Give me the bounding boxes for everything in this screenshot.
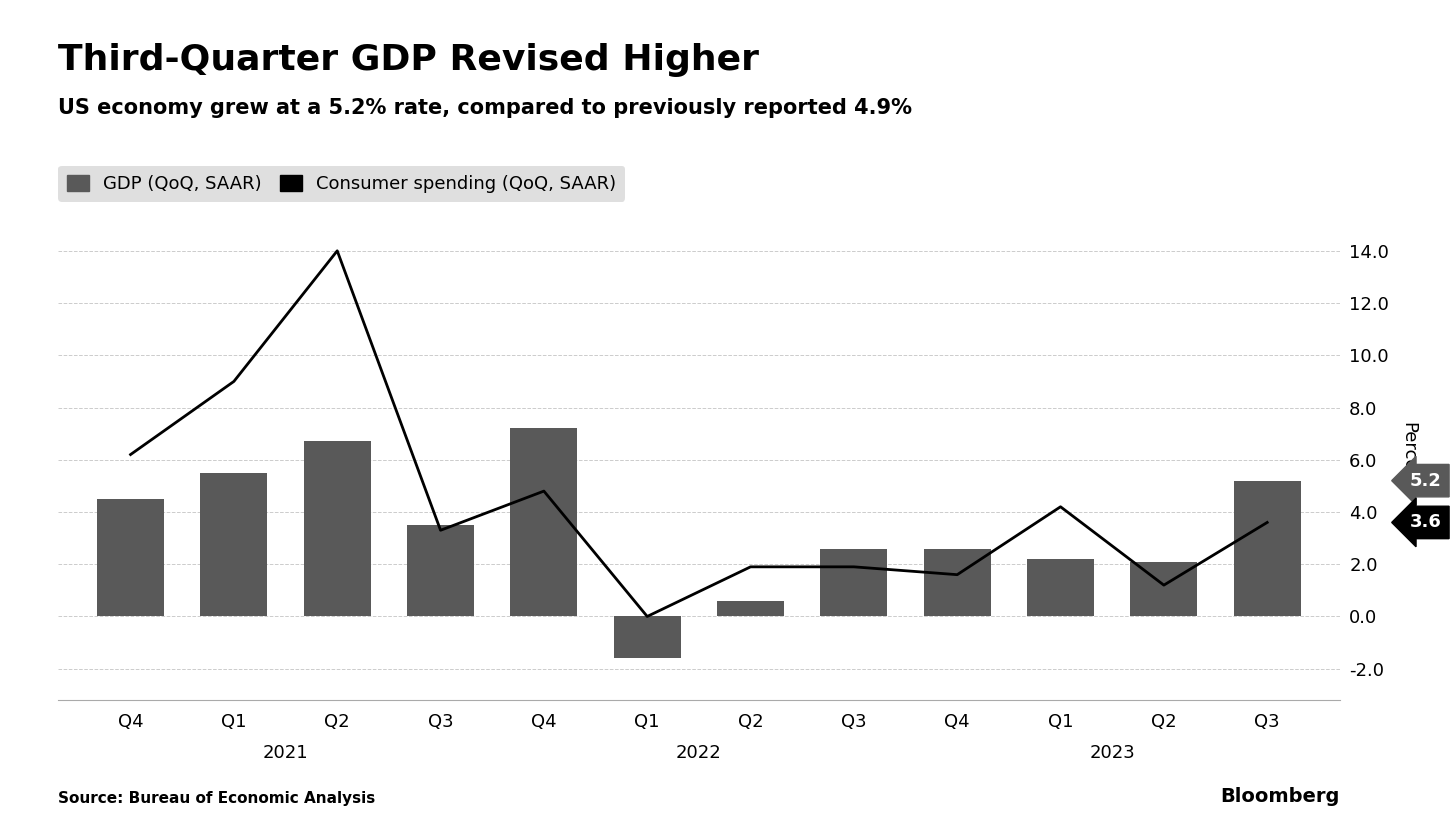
Text: 2021: 2021 [262,745,309,763]
Text: 5.2: 5.2 [1409,471,1441,490]
Text: 2022: 2022 [676,745,722,763]
Bar [1130,562,1197,616]
Bar [1233,480,1300,616]
Bar [408,525,475,616]
Bar [510,428,578,616]
Bar [98,499,165,616]
Bar [304,441,371,616]
Text: 3.6: 3.6 [1409,514,1441,532]
Text: Source: Bureau of Economic Analysis: Source: Bureau of Economic Analysis [58,791,376,806]
Bar [820,549,888,616]
Text: Bloomberg: Bloomberg [1220,787,1340,806]
Bar [716,601,785,616]
Y-axis label: Percent: Percent [1399,422,1417,490]
Text: Third-Quarter GDP Revised Higher: Third-Quarter GDP Revised Higher [58,43,759,77]
Bar [1026,559,1093,616]
Bar [613,616,681,659]
Bar [923,549,990,616]
Bar [201,473,268,616]
Text: US economy grew at a 5.2% rate, compared to previously reported 4.9%: US economy grew at a 5.2% rate, compared… [58,98,913,118]
Legend: GDP (QoQ, SAAR), Consumer spending (QoQ, SAAR): GDP (QoQ, SAAR), Consumer spending (QoQ,… [58,165,625,202]
Text: 2023: 2023 [1089,745,1136,763]
